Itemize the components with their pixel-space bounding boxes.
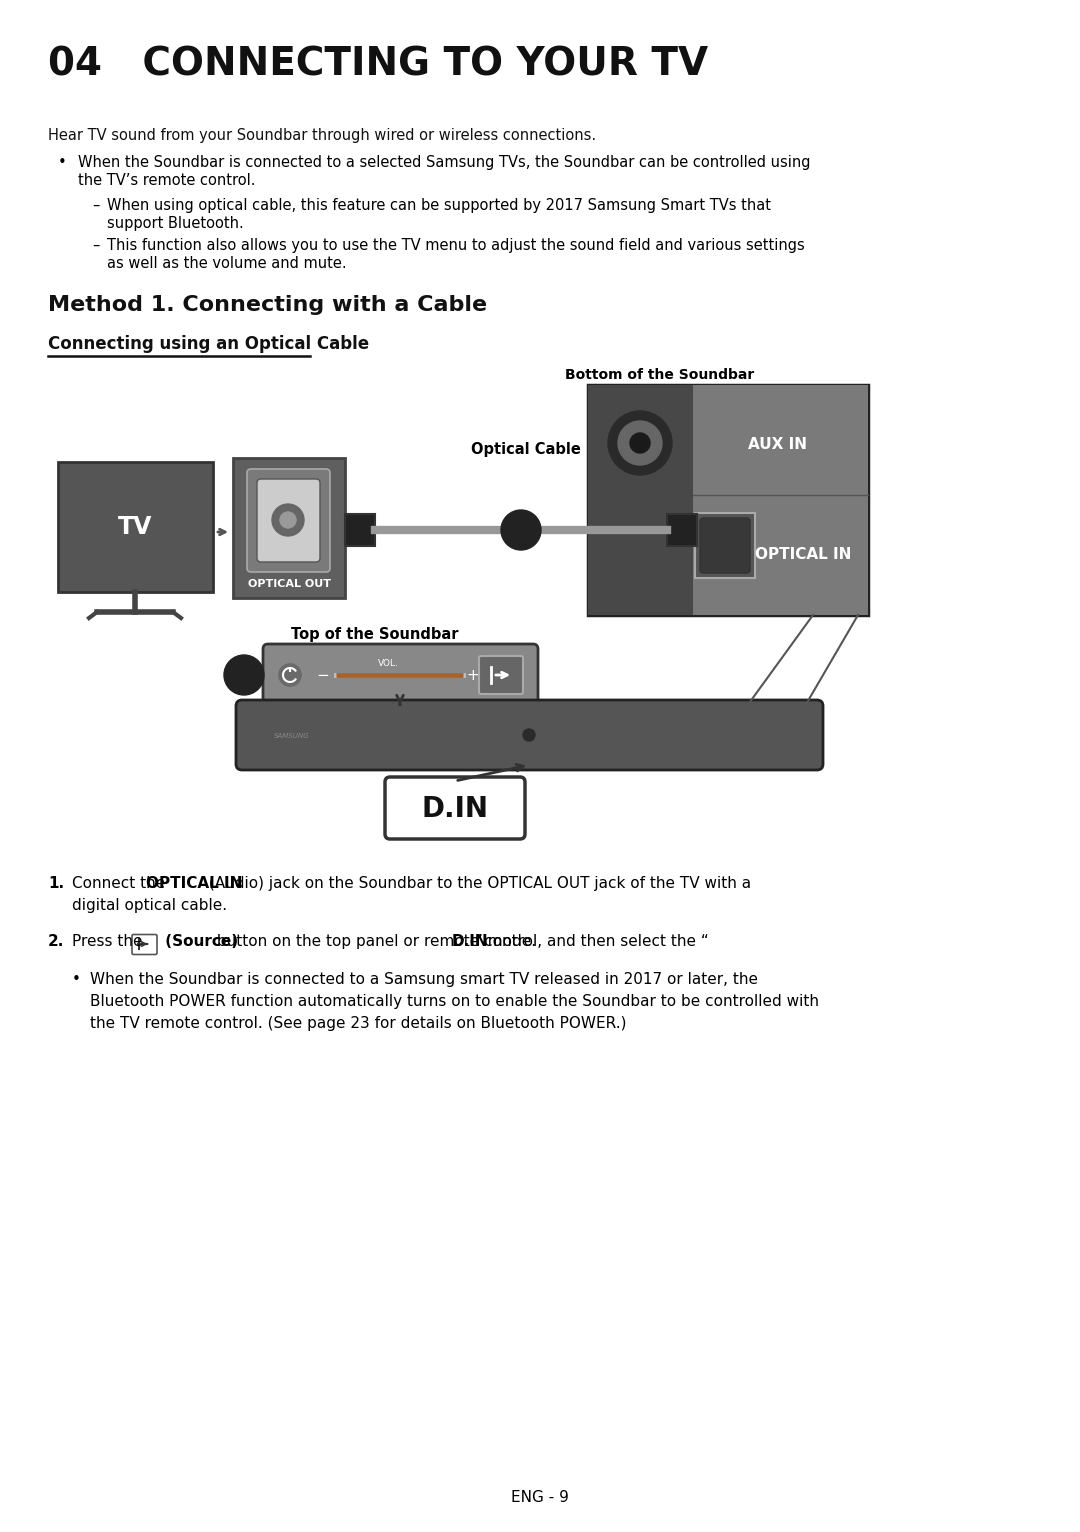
Text: SAMSUNG: SAMSUNG [274, 732, 310, 738]
Text: Connecting using an Optical Cable: Connecting using an Optical Cable [48, 336, 369, 352]
Circle shape [608, 411, 672, 475]
Bar [345, 515, 375, 545]
Circle shape [224, 656, 264, 696]
Text: Bottom of the Soundbar: Bottom of the Soundbar [565, 368, 755, 381]
Text: Bluetooth POWER function automatically turns on to enable the Soundbar to be con: Bluetooth POWER function automatically t… [90, 994, 819, 1010]
Text: VOL.: VOL. [378, 659, 399, 668]
Bar [696, 513, 755, 578]
Text: as well as the volume and mute.: as well as the volume and mute. [107, 256, 347, 271]
Bar [693, 385, 868, 614]
FancyBboxPatch shape [237, 700, 823, 771]
Circle shape [279, 663, 301, 686]
Text: Press the: Press the [72, 935, 147, 948]
Text: (Source): (Source) [160, 935, 238, 948]
FancyBboxPatch shape [700, 518, 750, 573]
Text: the TV remote control. (See page 23 for details on Bluetooth POWER.): the TV remote control. (See page 23 for … [90, 1016, 626, 1031]
Text: •: • [58, 155, 67, 170]
Circle shape [501, 510, 541, 550]
Circle shape [618, 421, 662, 466]
Text: the TV’s remote control.: the TV’s remote control. [78, 173, 256, 188]
Text: +: + [467, 668, 480, 683]
Text: When the Soundbar is connected to a selected Samsung TVs, the Soundbar can be co: When the Soundbar is connected to a sele… [78, 155, 810, 170]
FancyBboxPatch shape [264, 643, 538, 706]
Text: D.IN: D.IN [421, 795, 488, 823]
Text: Hear TV sound from your Soundbar through wired or wireless connections.: Hear TV sound from your Soundbar through… [48, 129, 596, 142]
Circle shape [630, 434, 650, 453]
Text: TV: TV [118, 515, 152, 539]
Text: D.IN: D.IN [451, 935, 488, 948]
Bar [58, 463, 213, 591]
Bar [588, 385, 693, 614]
Text: OPTICAL IN: OPTICAL IN [755, 547, 851, 562]
Text: digital optical cable.: digital optical cable. [72, 898, 227, 913]
FancyBboxPatch shape [132, 935, 157, 954]
Circle shape [280, 512, 296, 529]
Text: ENG - 9: ENG - 9 [511, 1491, 569, 1504]
Text: OPTICAL OUT: OPTICAL OUT [247, 579, 330, 588]
FancyBboxPatch shape [233, 458, 345, 597]
Text: AUX IN: AUX IN [748, 437, 808, 452]
Text: When using optical cable, this feature can be supported by 2017 Samsung Smart TV: When using optical cable, this feature c… [107, 198, 771, 213]
Text: When the Soundbar is connected to a Samsung smart TV released in 2017 or later, : When the Soundbar is connected to a Sams… [90, 971, 758, 987]
Text: Optical Cable: Optical Cable [471, 443, 581, 457]
Text: 1.: 1. [48, 876, 64, 892]
FancyBboxPatch shape [480, 656, 523, 694]
Bar [667, 515, 697, 545]
Text: 2.: 2. [48, 935, 65, 948]
Circle shape [523, 729, 535, 741]
Text: OPTICAL IN: OPTICAL IN [146, 876, 242, 892]
FancyBboxPatch shape [247, 469, 330, 571]
Text: –: – [92, 198, 99, 213]
Text: Connect the: Connect the [72, 876, 171, 892]
Text: support Bluetooth.: support Bluetooth. [107, 216, 244, 231]
Text: Top of the Soundbar: Top of the Soundbar [292, 627, 459, 642]
Text: 2: 2 [238, 666, 251, 685]
Text: button on the top panel or remote control, and then select the “: button on the top panel or remote contro… [212, 935, 708, 948]
FancyBboxPatch shape [384, 777, 525, 840]
FancyBboxPatch shape [257, 480, 320, 562]
FancyBboxPatch shape [588, 385, 868, 614]
Text: –: – [92, 237, 99, 253]
Text: This function also allows you to use the TV menu to adjust the sound field and v: This function also allows you to use the… [107, 237, 805, 253]
Circle shape [272, 504, 303, 536]
Text: 04   CONNECTING TO YOUR TV: 04 CONNECTING TO YOUR TV [48, 44, 708, 83]
Text: (Audio) jack on the Soundbar to the OPTICAL OUT jack of the TV with a: (Audio) jack on the Soundbar to the OPTI… [204, 876, 752, 892]
Text: −: − [316, 668, 329, 683]
Text: ” mode.: ” mode. [475, 935, 537, 948]
Text: 1: 1 [515, 522, 527, 539]
Text: •: • [72, 971, 81, 987]
Text: Method 1. Connecting with a Cable: Method 1. Connecting with a Cable [48, 296, 487, 316]
